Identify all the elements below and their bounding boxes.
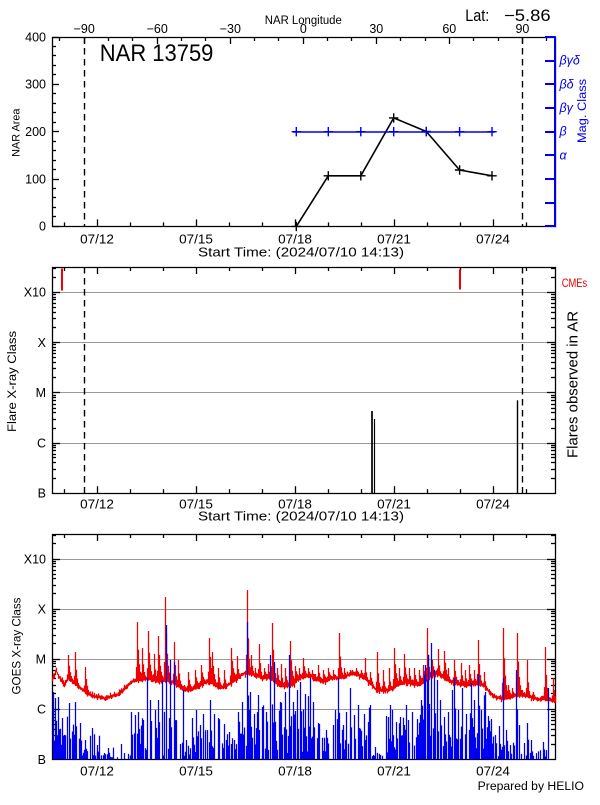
svg-text:C: C: [37, 437, 46, 451]
svg-text:NAR Area: NAR Area: [11, 108, 23, 157]
svg-text:−90: −90: [74, 22, 95, 36]
svg-text:C: C: [37, 702, 46, 716]
svg-text:0: 0: [300, 22, 307, 36]
svg-text:07/15: 07/15: [179, 233, 213, 247]
svg-text:07/18: 07/18: [278, 498, 312, 512]
svg-text:NAR Longitude: NAR Longitude: [265, 13, 342, 27]
svg-text:GOES X-ray Class: GOES X-ray Class: [10, 597, 24, 694]
svg-text:07/24: 07/24: [476, 233, 510, 247]
svg-text:300: 300: [25, 78, 46, 92]
svg-text:07/15: 07/15: [179, 498, 213, 512]
svg-text:β: β: [559, 125, 567, 139]
svg-text:X10: X10: [24, 552, 46, 566]
svg-text:Lat:: Lat:: [465, 7, 489, 25]
svg-text:βγ: βγ: [559, 101, 574, 115]
svg-text:Mag. Class: Mag. Class: [575, 79, 589, 143]
svg-text:M: M: [36, 386, 46, 400]
svg-text:βδ: βδ: [559, 77, 575, 91]
svg-text:400: 400: [25, 30, 46, 44]
svg-text:B: B: [38, 753, 46, 767]
svg-text:200: 200: [25, 125, 46, 139]
svg-text:−5.86: −5.86: [504, 7, 551, 25]
svg-text:60: 60: [442, 22, 456, 36]
svg-text:07/21: 07/21: [377, 765, 411, 779]
svg-text:07/21: 07/21: [377, 233, 411, 247]
svg-text:07/24: 07/24: [476, 765, 510, 779]
svg-text:−60: −60: [147, 22, 168, 36]
svg-text:07/12: 07/12: [80, 498, 114, 512]
svg-text:30: 30: [369, 22, 383, 36]
svg-text:X10: X10: [24, 286, 46, 300]
svg-text:α: α: [560, 148, 568, 162]
svg-text:M: M: [36, 652, 46, 666]
svg-text:Flares observed in AR: Flares observed in AR: [565, 311, 582, 458]
svg-text:07/18: 07/18: [278, 233, 312, 247]
svg-text:Prepared by HELIO: Prepared by HELIO: [478, 779, 584, 793]
svg-text:90: 90: [515, 22, 529, 36]
svg-text:Start Time: (2024/07/10 14:13): Start Time: (2024/07/10 14:13): [198, 245, 404, 260]
svg-text:CMEs: CMEs: [562, 276, 588, 290]
svg-text:0: 0: [39, 220, 46, 234]
svg-text:−30: −30: [220, 22, 241, 36]
svg-text:100: 100: [25, 172, 46, 186]
svg-text:NAR 13759: NAR 13759: [100, 40, 214, 67]
svg-text:07/15: 07/15: [179, 765, 213, 779]
svg-text:07/12: 07/12: [80, 233, 114, 247]
svg-text:07/18: 07/18: [278, 765, 312, 779]
svg-text:X: X: [38, 336, 47, 350]
svg-text:βγδ: βγδ: [559, 54, 581, 68]
svg-text:07/24: 07/24: [476, 498, 510, 512]
svg-text:Flare X-ray Class: Flare X-ray Class: [5, 331, 19, 432]
svg-text:Start Time: (2024/07/10 14:13): Start Time: (2024/07/10 14:13): [198, 509, 404, 524]
svg-text:X: X: [38, 602, 47, 616]
svg-text:07/21: 07/21: [377, 498, 411, 512]
svg-text:B: B: [38, 487, 46, 501]
svg-text:07/12: 07/12: [80, 765, 114, 779]
